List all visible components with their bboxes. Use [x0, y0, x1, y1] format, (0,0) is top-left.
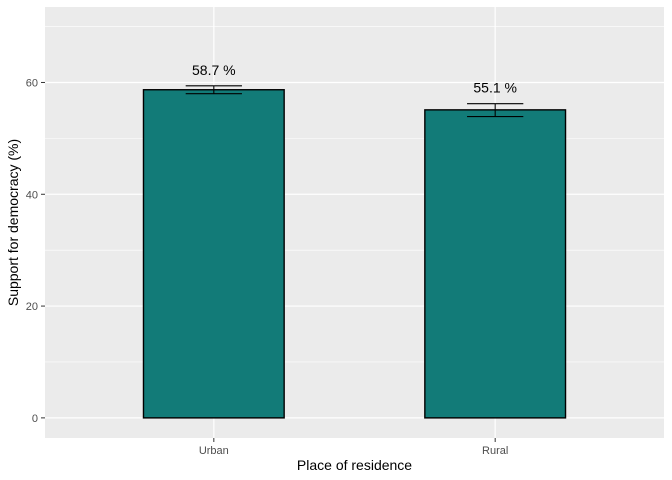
error-bar-urban	[185, 85, 242, 95]
x-axis: Urban Rural	[199, 438, 508, 457]
error-bar-rural	[467, 103, 524, 118]
y-tick-label: 0	[32, 413, 38, 425]
y-tick-label: 40	[26, 189, 38, 201]
bar-rural	[424, 109, 567, 419]
panel-background	[45, 7, 664, 438]
y-tick-label: 60	[26, 77, 38, 89]
data-label-urban: 58.7 %	[192, 62, 236, 78]
y-axis: 0 20 40 60	[26, 77, 45, 425]
data-labels: 58.7 % 55.1 %	[192, 62, 517, 96]
x-tick-label-rural: Rural	[482, 445, 508, 457]
x-axis-title: Place of residence	[297, 457, 412, 473]
y-tick-label: 20	[26, 301, 38, 313]
x-tick-label-urban: Urban	[199, 445, 229, 457]
data-label-rural: 55.1 %	[473, 80, 517, 96]
error-bars	[185, 85, 524, 118]
y-axis-title: Support for democracy (%)	[5, 139, 21, 306]
bar-urban	[142, 89, 285, 419]
bars	[142, 89, 567, 419]
